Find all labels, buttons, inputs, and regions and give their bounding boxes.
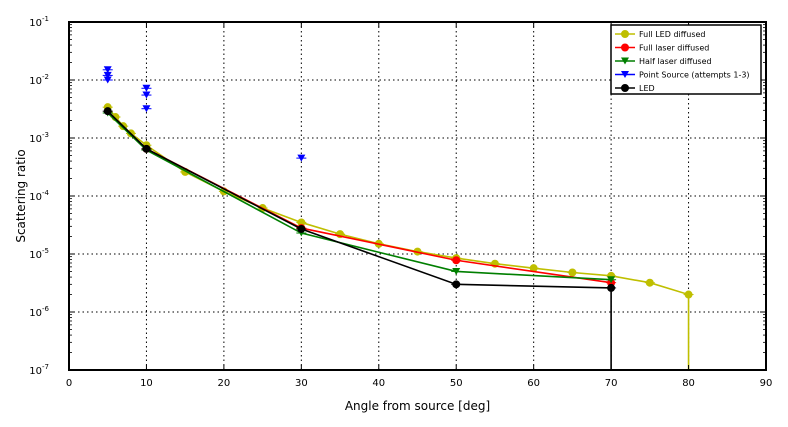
x-tick-label: 80 [682, 378, 695, 389]
x-axis-label: Angle from source [deg] [345, 399, 490, 413]
y-tick-label: 10-5 [29, 247, 49, 261]
legend-entry: LED [615, 84, 655, 93]
data-point [103, 66, 112, 74]
data-point [621, 43, 629, 52]
y-tick-label: 10-1 [29, 15, 49, 29]
legend-label: LED [639, 84, 655, 93]
legend-label: Point Source (attempts 1-3) [639, 71, 750, 80]
x-tick-label: 30 [295, 378, 308, 389]
data-point [621, 30, 629, 38]
data-point [142, 144, 151, 153]
data-point [142, 105, 151, 113]
data-point [452, 267, 461, 275]
y-tick-label: 10-3 [29, 131, 49, 145]
y-tick-exponent: -1 [42, 15, 49, 23]
legend-label: Half laser diffused [639, 57, 712, 66]
legend-entry: Full laser diffused [615, 43, 709, 53]
legend: Full LED diffused Full laser diffused Half… [610, 24, 762, 95]
x-tick-label: 60 [527, 378, 540, 389]
y-tick-base: 10 [29, 18, 42, 29]
x-tick-label: 0 [66, 378, 72, 389]
y-tick-label: 10-7 [29, 363, 49, 377]
data-point [568, 268, 577, 277]
data-point [607, 283, 616, 292]
data-point [297, 224, 306, 233]
y-tick-exponent: -3 [42, 131, 49, 139]
data-point [607, 276, 616, 284]
y-tick-base: 10 [29, 366, 42, 377]
data-point [142, 91, 151, 99]
y-tick-base: 10 [29, 308, 42, 319]
y-tick-base: 10 [29, 192, 42, 203]
y-tick-label: 10-6 [29, 305, 49, 319]
x-tick-label: 20 [218, 378, 231, 389]
series-3 [102, 66, 307, 162]
data-point [103, 76, 112, 84]
legend-entry: Point Source (attempts 1-3) [615, 71, 750, 80]
data-point [645, 278, 654, 287]
legend-label: Full laser diffused [639, 44, 709, 53]
data-point [142, 84, 151, 92]
legend-entry: Half laser diffused [615, 57, 712, 66]
legend-label: Full LED diffused [639, 30, 706, 39]
series-4 [102, 107, 617, 370]
y-tick-exponent: -4 [42, 189, 50, 197]
x-tick-label: 10 [140, 378, 153, 389]
y-tick-base: 10 [29, 134, 42, 145]
y-tick-base: 10 [29, 76, 42, 87]
data-point [103, 107, 112, 116]
data-point [621, 84, 629, 92]
x-tick-label: 70 [605, 378, 618, 389]
legend-box [610, 24, 762, 95]
y-tick-exponent: -2 [42, 73, 49, 81]
data-point [103, 71, 112, 79]
y-tick-exponent: -7 [42, 363, 49, 371]
data-point [452, 256, 461, 265]
series-layer [102, 66, 694, 370]
x-tick-label: 90 [760, 378, 773, 389]
x-tick-label: 50 [450, 378, 463, 389]
data-point [621, 57, 629, 65]
y-axis-label: Scattering ratio [14, 149, 28, 242]
data-point [297, 154, 306, 162]
legend-entry: Full LED diffused [615, 30, 706, 39]
y-tick-label: 10-2 [29, 73, 49, 87]
y-tick-exponent: -6 [42, 305, 50, 313]
y-tick-label: 10-4 [29, 189, 49, 203]
y-tick-base: 10 [29, 250, 42, 261]
y-tick-exponent: -5 [42, 247, 49, 255]
data-point [452, 280, 461, 289]
series-line [107, 110, 612, 370]
axis-ticks: 0 10 20 30 40 50 60 70 80 9010-710-610-510-410-31… [29, 15, 772, 389]
data-point [621, 71, 629, 78]
x-tick-label: 40 [372, 378, 385, 389]
data-point [684, 290, 693, 299]
